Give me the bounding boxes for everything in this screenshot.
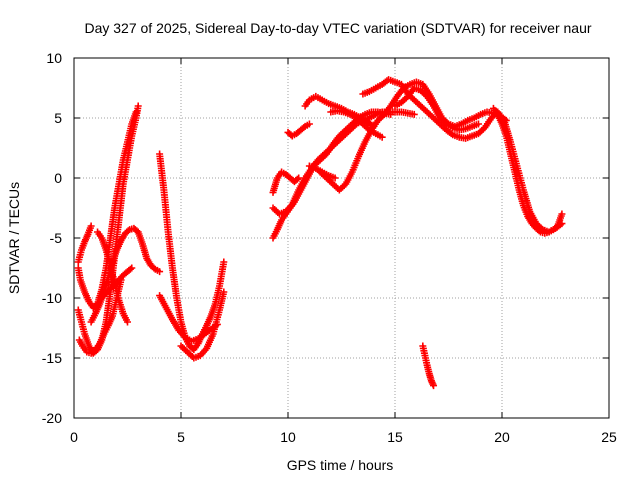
series-arc-8: [156, 150, 228, 354]
data-point: [126, 265, 134, 273]
x-tick-label: 0: [70, 429, 78, 445]
series-arc-18: [327, 107, 386, 141]
data-point: [124, 227, 132, 235]
y-tick-label: 10: [46, 50, 62, 66]
chart-title: Day 327 of 2025, Sidereal Day-to-day VTE…: [84, 20, 591, 36]
series-arc-12: [269, 108, 418, 218]
data-point: [150, 264, 158, 272]
data-point: [331, 174, 339, 182]
data-points: [74, 76, 566, 390]
data-point: [295, 174, 303, 182]
data-point: [474, 120, 482, 128]
series-arc-21: [489, 104, 566, 237]
data-point: [128, 264, 136, 272]
x-tick-label: 20: [494, 429, 510, 445]
data-point: [156, 268, 164, 276]
series-arc-4: [74, 222, 95, 266]
x-tick-label: 10: [280, 429, 296, 445]
y-axis-label: SDTVAR / TECUs: [6, 182, 22, 294]
data-point: [132, 108, 140, 116]
y-tick-label: 5: [54, 110, 62, 126]
x-tick-label: 15: [387, 429, 403, 445]
data-point: [300, 124, 308, 132]
series-arc-10: [177, 288, 228, 362]
series-arc-7: [98, 264, 136, 302]
data-point: [134, 102, 142, 110]
y-tick-label: -5: [50, 230, 63, 246]
series-arc-14: [284, 120, 313, 140]
data-point: [220, 258, 228, 266]
data-point: [124, 318, 131, 326]
data-point: [535, 227, 543, 235]
x-tick-label: 25: [601, 429, 617, 445]
series-arc-17: [305, 162, 339, 182]
y-tick-label: 0: [54, 170, 62, 186]
data-point: [293, 175, 301, 183]
data-point: [378, 133, 386, 141]
data-point: [87, 222, 95, 230]
y-tick-label: -10: [42, 290, 62, 306]
data-point: [558, 210, 566, 218]
axis-ticks: 0 5 10 15 20 25 -20 -15 -10 -5 0 5 10: [42, 50, 617, 445]
data-point: [305, 120, 313, 128]
series-arc-13: [269, 168, 303, 196]
data-point: [220, 288, 228, 296]
series-arc-19: [359, 76, 566, 236]
y-tick-label: -15: [42, 350, 62, 366]
x-tick-label: 5: [177, 429, 185, 445]
data-point: [410, 110, 418, 118]
series-arc-5: [94, 228, 131, 326]
x-axis-label: GPS time / hours: [287, 457, 394, 473]
series-arc-22: [419, 342, 438, 390]
series-arc-20: [391, 84, 482, 134]
data-point: [430, 382, 438, 390]
y-tick-label: -20: [42, 410, 62, 426]
